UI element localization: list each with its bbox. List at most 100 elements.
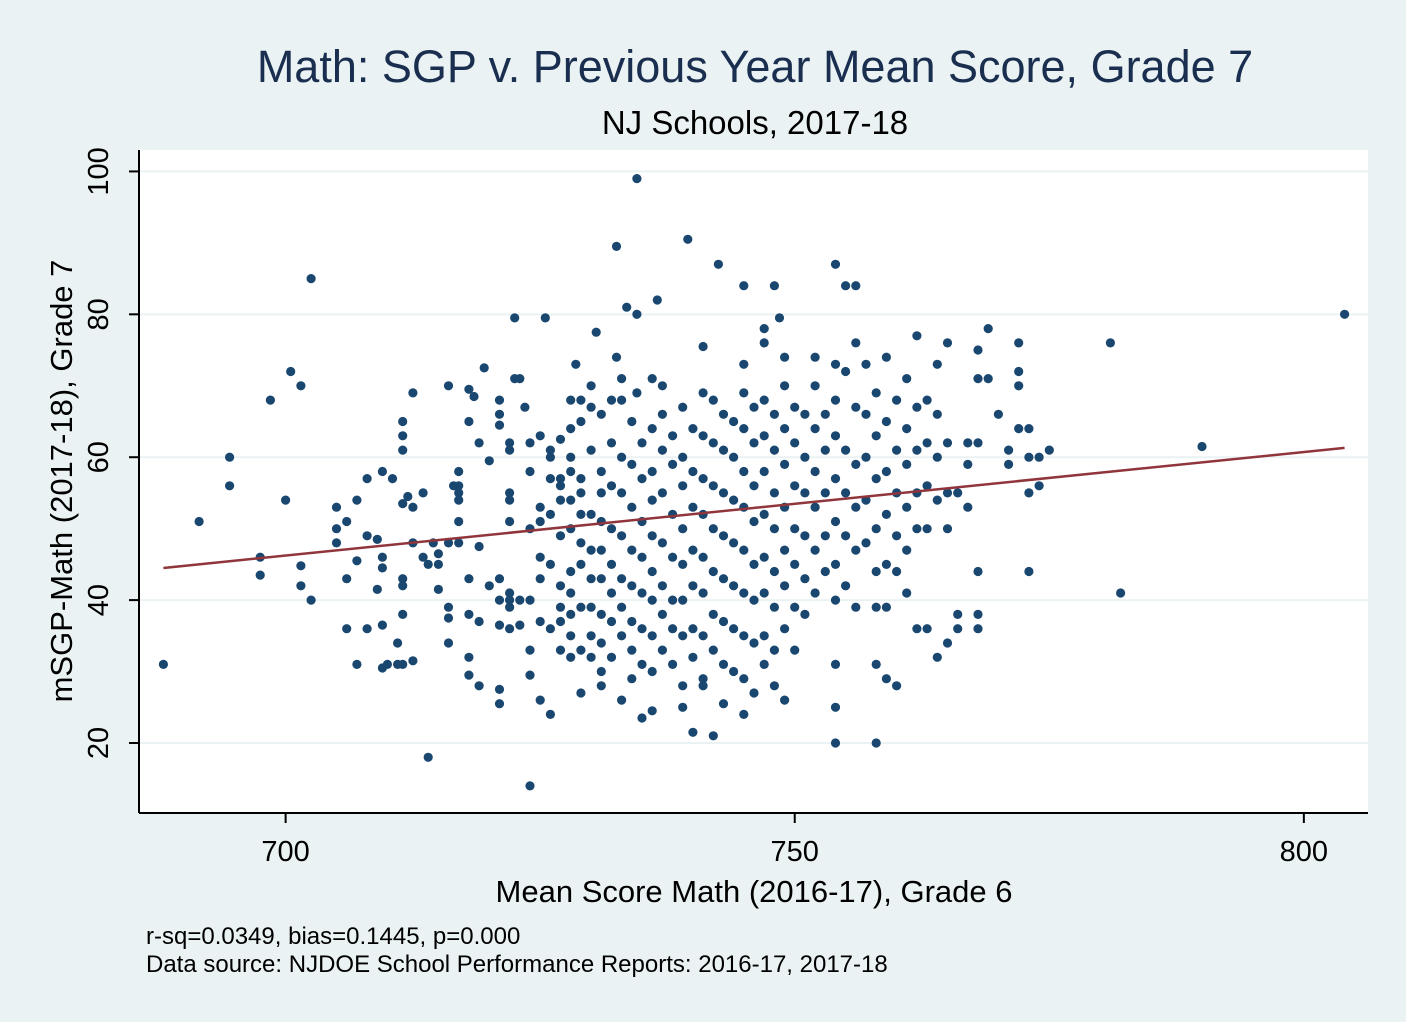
data-point-264 bbox=[698, 431, 708, 441]
data-point-218 bbox=[637, 713, 647, 723]
data-point-123 bbox=[545, 452, 556, 462]
data-point-41 bbox=[398, 574, 408, 584]
data-point-319 bbox=[759, 431, 769, 441]
data-point-165 bbox=[586, 574, 596, 584]
data-point-111 bbox=[525, 645, 535, 655]
data-point-381 bbox=[841, 281, 851, 291]
data-point-192 bbox=[617, 452, 627, 462]
data-point-119 bbox=[535, 616, 545, 627]
data-point-67 bbox=[454, 495, 464, 505]
data-point-51 bbox=[418, 552, 428, 562]
chart-title: Math: SGP v. Previous Year Mean Score, G… bbox=[257, 41, 1253, 92]
data-point-360 bbox=[810, 424, 820, 434]
data-point-378 bbox=[830, 702, 841, 712]
data-point-100 bbox=[505, 624, 515, 634]
data-point-286 bbox=[718, 574, 729, 584]
data-point-199 bbox=[622, 302, 632, 312]
data-point-147 bbox=[566, 631, 576, 641]
data-point-343 bbox=[780, 624, 790, 634]
data-point-164 bbox=[586, 545, 596, 555]
data-point-39 bbox=[398, 445, 408, 455]
data-point-179 bbox=[596, 681, 606, 691]
data-point-182 bbox=[606, 481, 617, 491]
data-point-116 bbox=[535, 516, 545, 527]
data-point-443 bbox=[942, 438, 953, 448]
data-point-146 bbox=[566, 609, 576, 620]
data-point-203 bbox=[627, 545, 637, 555]
data-point-375 bbox=[830, 559, 841, 570]
data-point-243 bbox=[668, 624, 678, 634]
data-point-89 bbox=[494, 620, 505, 630]
data-point-460 bbox=[983, 374, 993, 384]
data-point-189 bbox=[611, 352, 622, 362]
data-point-141 bbox=[566, 466, 576, 477]
data-point-241 bbox=[668, 552, 678, 562]
data-point-367 bbox=[820, 488, 830, 498]
data-point-353 bbox=[800, 452, 810, 462]
data-point-314 bbox=[749, 638, 759, 648]
data-point-299 bbox=[739, 388, 749, 398]
data-point-372 bbox=[830, 431, 841, 441]
data-point-330 bbox=[769, 524, 780, 534]
data-point-476 bbox=[1116, 588, 1126, 598]
data-point-174 bbox=[596, 545, 606, 555]
data-point-469 bbox=[1024, 452, 1034, 462]
data-point-135 bbox=[555, 602, 566, 612]
data-point-259 bbox=[688, 581, 698, 591]
data-point-134 bbox=[555, 581, 566, 591]
data-point-441 bbox=[932, 652, 942, 662]
data-point-230 bbox=[657, 381, 668, 391]
data-point-291 bbox=[729, 452, 739, 462]
data-point-137 bbox=[555, 645, 566, 655]
data-point-46 bbox=[408, 388, 418, 398]
data-point-435 bbox=[922, 524, 932, 534]
data-point-422 bbox=[902, 459, 912, 469]
data-point-197 bbox=[617, 631, 627, 641]
data-point-161 bbox=[586, 402, 596, 412]
data-point-167 bbox=[586, 631, 596, 641]
data-point-31 bbox=[377, 620, 387, 630]
data-point-238 bbox=[668, 431, 678, 441]
data-point-160 bbox=[586, 381, 596, 391]
data-point-152 bbox=[576, 474, 586, 484]
data-point-83 bbox=[484, 581, 494, 591]
data-point-359 bbox=[810, 381, 820, 391]
data-point-278 bbox=[708, 609, 718, 620]
data-point-463 bbox=[1004, 445, 1014, 455]
data-point-364 bbox=[810, 588, 820, 598]
data-point-433 bbox=[922, 438, 932, 448]
data-point-87 bbox=[494, 574, 505, 584]
data-point-283 bbox=[718, 445, 729, 455]
data-point-434 bbox=[922, 481, 932, 491]
data-point-251 bbox=[678, 631, 688, 641]
data-point-106 bbox=[520, 402, 530, 412]
data-point-236 bbox=[657, 609, 668, 620]
data-point-341 bbox=[780, 545, 790, 555]
y-tick-label-100: 100 bbox=[83, 147, 115, 195]
data-point-263 bbox=[698, 388, 708, 398]
y-tick-label-80: 80 bbox=[83, 298, 115, 330]
data-point-308 bbox=[749, 402, 759, 412]
data-point-68 bbox=[454, 516, 464, 527]
data-point-92 bbox=[505, 438, 515, 448]
data-point-273 bbox=[708, 395, 718, 405]
data-point-66 bbox=[454, 488, 464, 498]
data-point-225 bbox=[647, 595, 657, 605]
data-point-82 bbox=[484, 456, 494, 466]
data-point-352 bbox=[800, 409, 810, 419]
data-point-310 bbox=[749, 481, 759, 491]
data-point-332 bbox=[769, 602, 780, 612]
data-point-363 bbox=[810, 545, 820, 555]
data-point-388 bbox=[851, 338, 861, 348]
data-point-20 bbox=[352, 495, 362, 505]
data-point-444 bbox=[942, 488, 953, 498]
data-point-326 bbox=[769, 281, 780, 291]
data-point-383 bbox=[841, 445, 851, 455]
data-point-248 bbox=[678, 524, 688, 534]
data-point-356 bbox=[800, 574, 810, 584]
data-point-369 bbox=[820, 566, 830, 577]
data-point-104 bbox=[515, 595, 525, 605]
data-point-292 bbox=[729, 495, 739, 505]
data-point-237 bbox=[657, 645, 668, 655]
data-point-380 bbox=[830, 259, 841, 269]
